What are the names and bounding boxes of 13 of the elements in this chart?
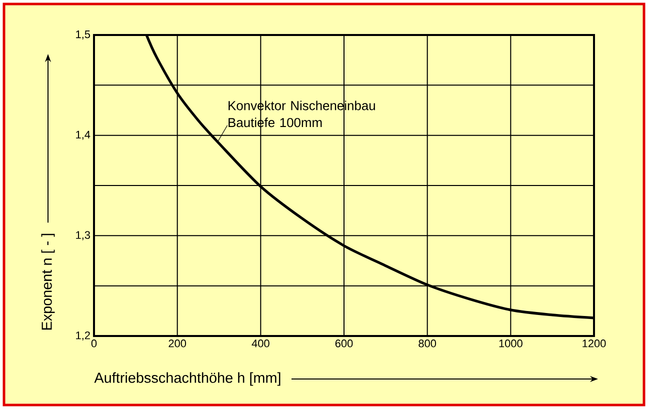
y-tick-label: 1,3 [76, 231, 90, 240]
x-tick-label: 1000 [499, 340, 522, 348]
y-axis-title: Exponent n [ - ] [41, 234, 55, 330]
x-tick-label: 600 [335, 340, 353, 348]
x-tick-label: 800 [418, 340, 436, 348]
y-tick-label: 1,5 [76, 30, 90, 40]
x-tick-label: 400 [252, 340, 270, 348]
x-tick-label: 1200 [582, 340, 606, 348]
x-tick-label: 0 [91, 340, 97, 348]
x-tick-label: 200 [168, 340, 186, 348]
y-tick-label: 1,4 [76, 130, 90, 140]
y-tick-label: 1,2 [76, 331, 90, 341]
x-axis-title: Auftriebsschachthöhe h [mm] [94, 372, 280, 386]
